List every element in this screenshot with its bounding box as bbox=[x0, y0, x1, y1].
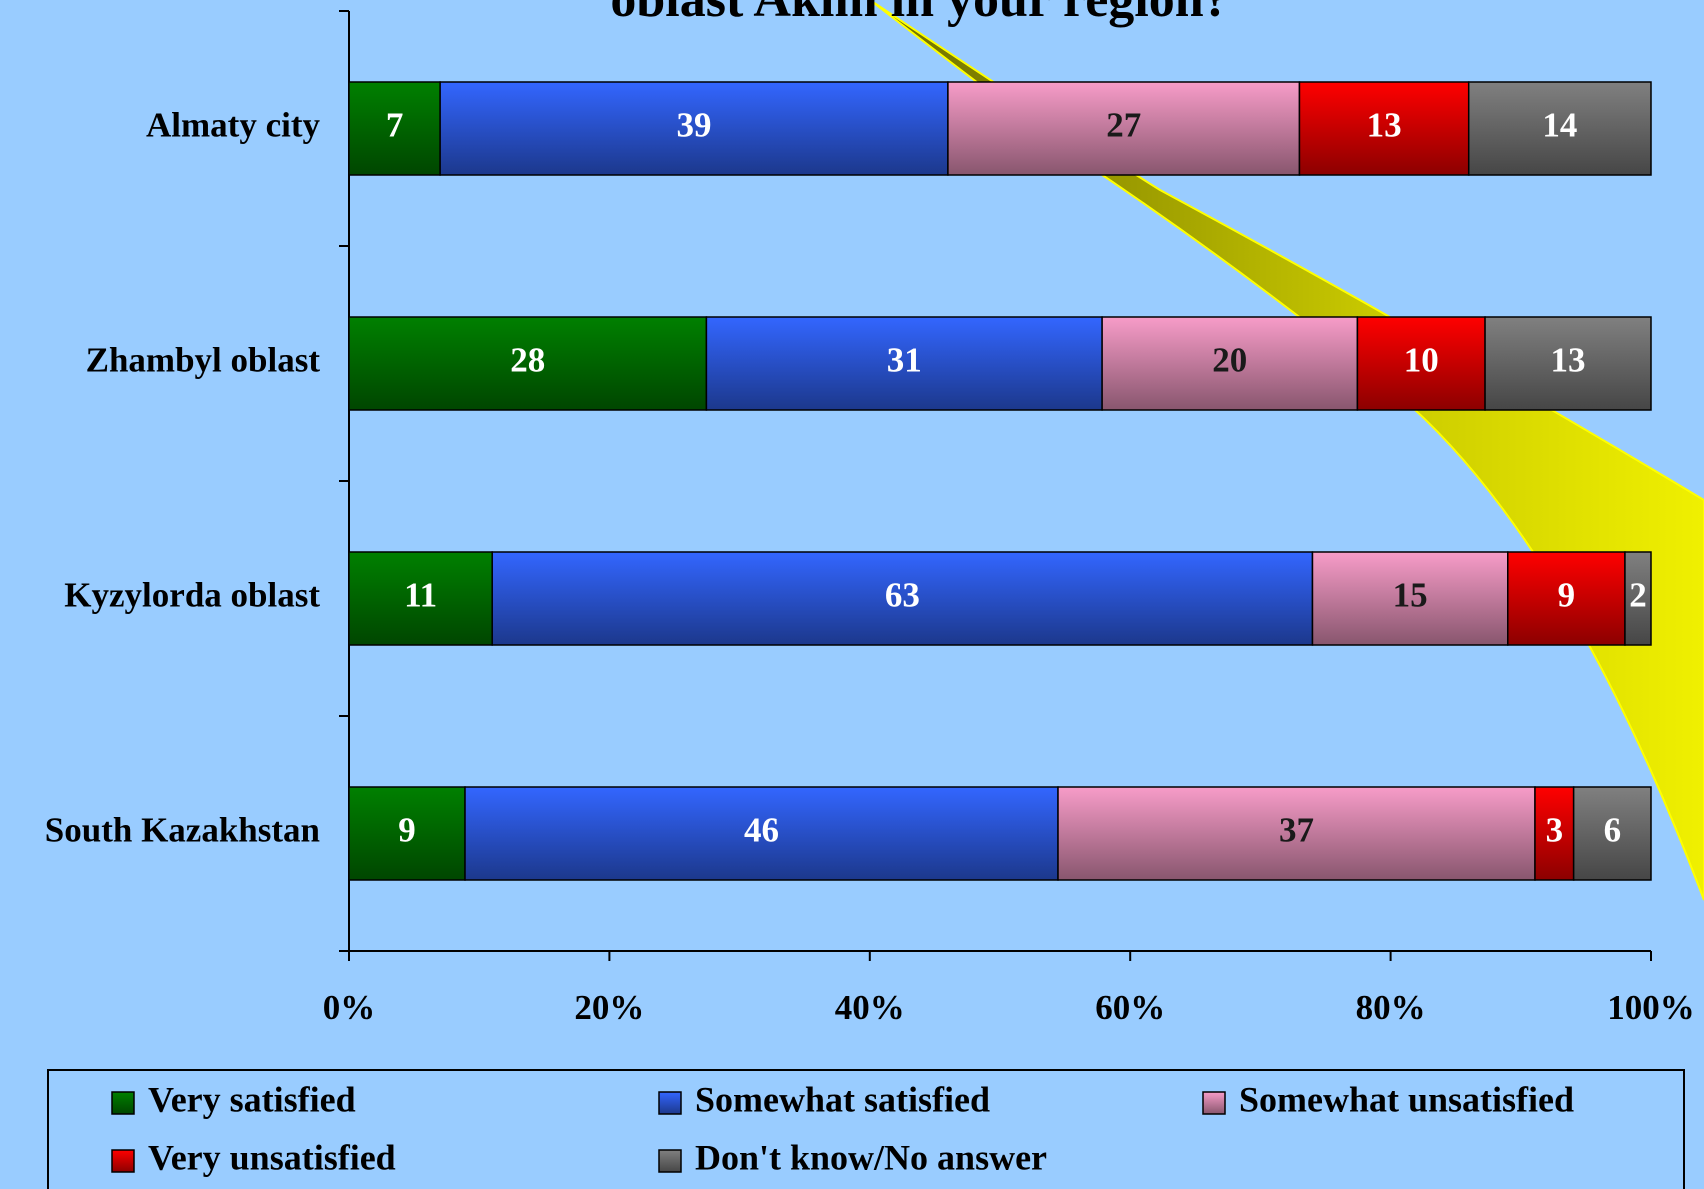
bar-segment bbox=[1572, 786, 1652, 881]
bar-segment bbox=[439, 81, 949, 176]
data-label: 6 bbox=[1604, 811, 1622, 850]
x-tick-label: 100% bbox=[1607, 988, 1695, 1027]
data-label: 63 bbox=[885, 576, 920, 615]
bar-segment bbox=[348, 316, 708, 411]
data-label: 27 bbox=[1106, 106, 1141, 145]
data-label: 11 bbox=[404, 576, 437, 615]
bar-segment bbox=[1624, 551, 1652, 646]
bar-segment bbox=[1298, 81, 1470, 176]
bar-segment bbox=[491, 551, 1314, 646]
legend-label: Very satisfied bbox=[148, 1079, 356, 1119]
data-label: 2 bbox=[1629, 576, 1647, 615]
bar-segment bbox=[1507, 551, 1626, 646]
legend-swatch bbox=[111, 1091, 135, 1115]
data-label: 46 bbox=[744, 811, 779, 850]
legend-label: Somewhat unsatisfied bbox=[1239, 1079, 1574, 1119]
bar-segment bbox=[1057, 786, 1536, 881]
legend-label: Very unsatisfied bbox=[148, 1137, 396, 1177]
data-label: 37 bbox=[1279, 811, 1314, 850]
x-tick-label: 0% bbox=[323, 988, 376, 1027]
bar-segment bbox=[1101, 316, 1359, 411]
data-label: 10 bbox=[1404, 341, 1439, 380]
y-tick-label: Kyzylorda oblast bbox=[64, 576, 320, 615]
legend-label: Don't know/No answer bbox=[695, 1137, 1047, 1177]
bar-segment bbox=[1356, 316, 1486, 411]
data-label: 9 bbox=[398, 811, 416, 850]
bar-segment bbox=[348, 786, 466, 881]
y-tick-label: South Kazakhstan bbox=[45, 811, 320, 850]
data-label: 13 bbox=[1551, 341, 1586, 380]
x-tick-label: 60% bbox=[1095, 988, 1165, 1027]
legend-box bbox=[47, 1069, 1685, 1189]
data-label: 13 bbox=[1367, 106, 1402, 145]
legend-swatch bbox=[658, 1149, 682, 1173]
legend-swatch bbox=[658, 1091, 682, 1115]
data-label: 7 bbox=[386, 106, 404, 145]
x-tick-label: 20% bbox=[574, 988, 644, 1027]
bar-segment bbox=[1311, 551, 1509, 646]
data-label: 3 bbox=[1546, 811, 1564, 850]
data-label: 20 bbox=[1212, 341, 1247, 380]
bar-segment bbox=[1467, 81, 1652, 176]
legend-swatch bbox=[111, 1149, 135, 1173]
chart-title: oblast Akim in your region? bbox=[610, 0, 1229, 28]
bar-segment bbox=[1484, 316, 1652, 411]
data-label: 9 bbox=[1558, 576, 1576, 615]
x-tick-label: 40% bbox=[835, 988, 905, 1027]
x-tick-label: 80% bbox=[1356, 988, 1426, 1027]
bar-segment bbox=[947, 81, 1301, 176]
data-label: 39 bbox=[677, 106, 712, 145]
data-label: 31 bbox=[887, 341, 922, 380]
legend-label: Somewhat satisfied bbox=[695, 1079, 990, 1119]
data-label: 28 bbox=[510, 341, 545, 380]
bar-segment bbox=[464, 786, 1059, 881]
legend-swatch bbox=[1202, 1091, 1226, 1115]
y-tick-label: Almaty city bbox=[146, 106, 320, 145]
data-label: 14 bbox=[1542, 106, 1577, 145]
y-tick-label: Zhambyl oblast bbox=[86, 341, 321, 380]
bar-segment bbox=[348, 81, 441, 176]
bar-segment bbox=[1534, 786, 1575, 881]
data-label: 15 bbox=[1393, 576, 1428, 615]
